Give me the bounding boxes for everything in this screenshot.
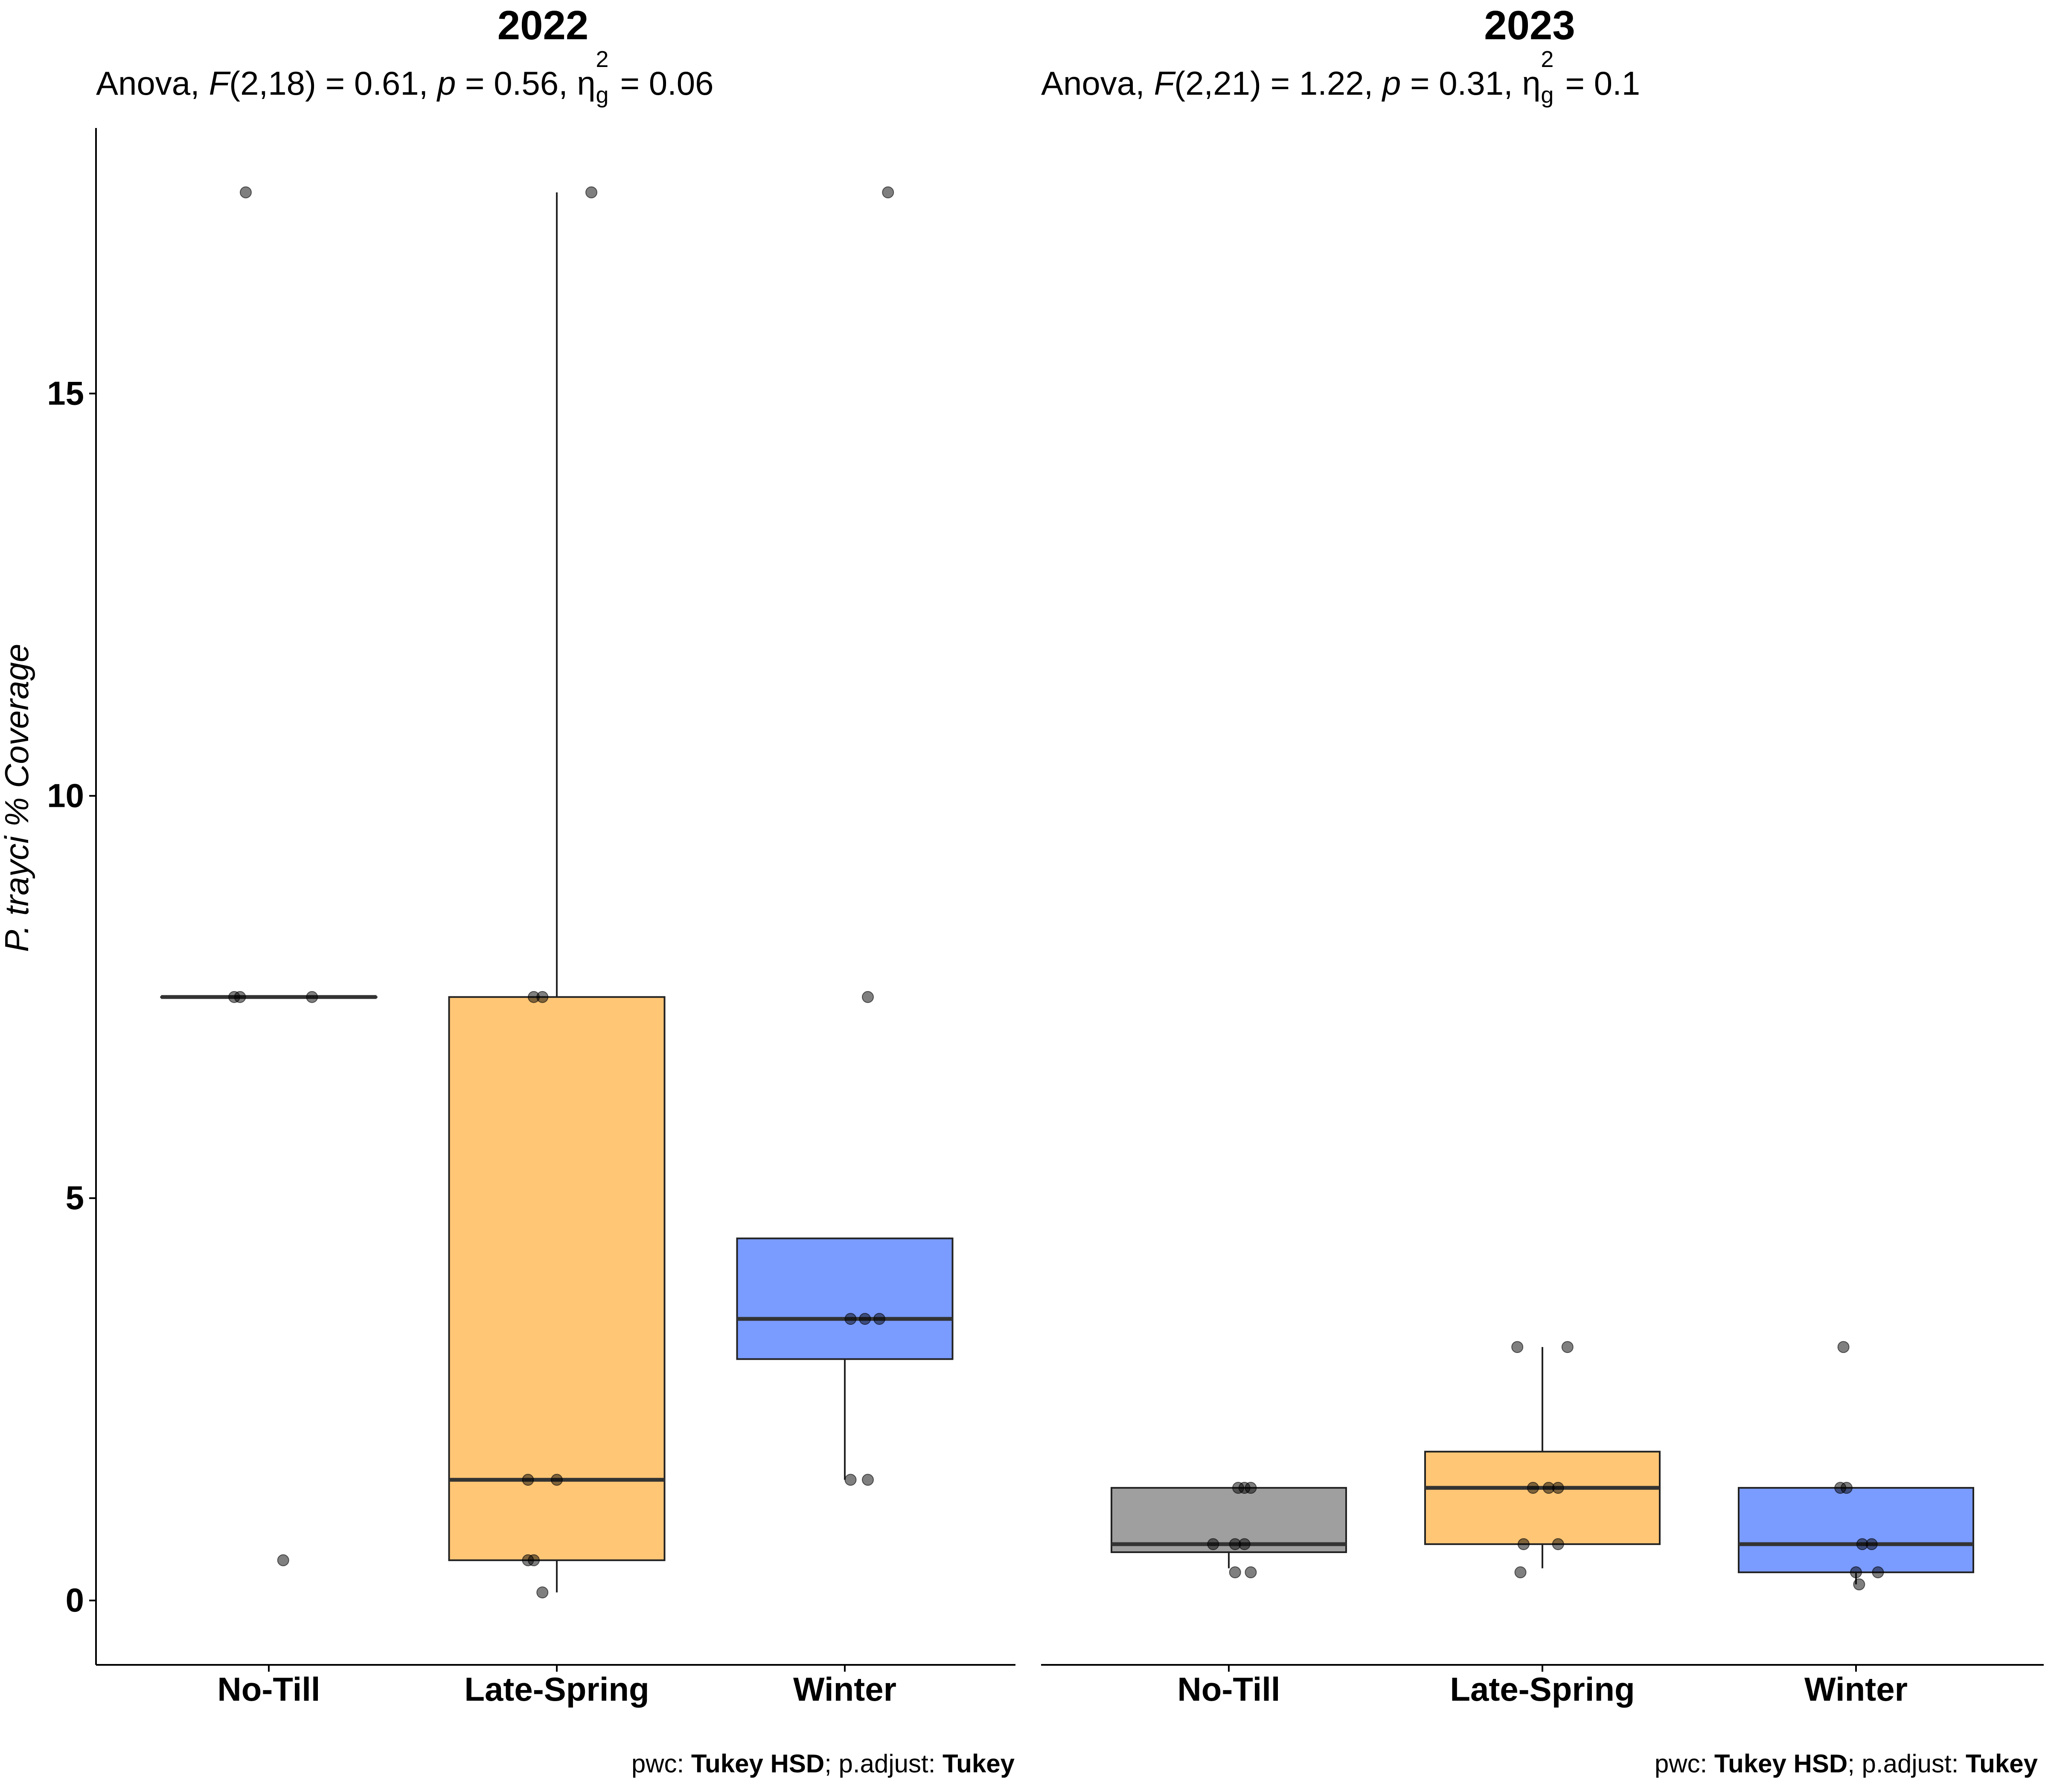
adjust-method: Tukey xyxy=(1966,1749,2038,1778)
y-tick-label: 5 xyxy=(66,1179,84,1216)
data-point xyxy=(522,1554,534,1566)
box-late-spring xyxy=(448,186,666,1599)
anova-label: Anova, xyxy=(96,64,209,102)
panel-title: 2022 xyxy=(497,3,589,48)
panel-2023-caption: pwc: Tukey HSD; p.adjust: Tukey xyxy=(1655,1751,2038,1777)
f-value: = 1.22, xyxy=(1261,64,1382,102)
data-point xyxy=(1229,1566,1241,1579)
box-iqr xyxy=(1738,1487,1974,1574)
adjust-label: ; p.adjust: xyxy=(1847,1749,1966,1778)
adjust-label: ; p.adjust: xyxy=(824,1749,943,1778)
box-winter xyxy=(1738,1341,1974,1591)
data-point xyxy=(1207,1538,1219,1551)
panel-title: 2023 xyxy=(1484,3,1575,48)
f-df: (2,18) xyxy=(229,64,316,102)
p-value: = 0.56, xyxy=(456,64,577,102)
data-point xyxy=(873,1313,885,1325)
data-point xyxy=(277,1554,289,1566)
box-iqr xyxy=(448,996,666,1561)
y-tick-label: 10 xyxy=(47,777,84,814)
data-point xyxy=(1245,1482,1257,1494)
box-iqr xyxy=(1424,1451,1661,1545)
data-point xyxy=(862,1474,874,1486)
box-iqr xyxy=(1111,1487,1347,1553)
eta-superscript: 2 xyxy=(1541,47,1554,72)
anova-label: Anova, xyxy=(1041,64,1154,102)
pwc-label: pwc: xyxy=(631,1749,691,1778)
p-value: = 0.31, xyxy=(1401,64,1522,102)
data-point xyxy=(1561,1341,1574,1353)
panel-2022-caption: pwc: Tukey HSD; p.adjust: Tukey xyxy=(631,1751,1015,1777)
data-point xyxy=(585,186,597,198)
f-symbol: F xyxy=(1154,64,1175,102)
box-no-till xyxy=(1111,1482,1347,1579)
box-late-spring xyxy=(1424,1341,1661,1579)
data-point xyxy=(1511,1341,1524,1353)
data-point xyxy=(1245,1566,1257,1579)
eta-subscript: g xyxy=(596,82,609,108)
x-tick-label: No-Till xyxy=(1177,1670,1280,1708)
f-df: (2,21) xyxy=(1174,64,1261,102)
f-symbol: F xyxy=(209,64,230,102)
pwc-method: Tukey HSD xyxy=(1714,1749,1848,1778)
data-point xyxy=(1552,1482,1564,1494)
x-tick-label: Winter xyxy=(793,1670,896,1708)
x-tick-label: Late-Spring xyxy=(464,1670,649,1708)
data-point xyxy=(1837,1341,1850,1353)
data-point xyxy=(1865,1538,1878,1551)
data-point xyxy=(536,1586,549,1599)
pwc-method: Tukey HSD xyxy=(691,1749,825,1778)
eta-value: = 0.06 xyxy=(611,64,714,102)
data-point xyxy=(844,1474,857,1486)
data-point xyxy=(862,991,874,1003)
data-point xyxy=(1527,1482,1539,1494)
data-point xyxy=(1850,1566,1862,1579)
data-point xyxy=(1840,1482,1853,1494)
panel-2023: 2023 No-Till Late-Spring Winter xyxy=(1041,3,2044,1708)
data-point xyxy=(240,186,252,198)
f-value: = 0.61, xyxy=(316,64,437,102)
data-point xyxy=(1552,1538,1564,1551)
y-tick-label: 15 xyxy=(47,374,84,412)
box-no-till xyxy=(160,186,378,1566)
y-axis: 0 5 10 15 xyxy=(47,128,97,1665)
data-point xyxy=(1517,1538,1530,1551)
data-point xyxy=(859,1313,871,1325)
eta-glyph: η xyxy=(577,64,596,102)
data-point xyxy=(1872,1566,1884,1579)
data-point xyxy=(882,186,894,198)
eta-subscript: g xyxy=(1541,82,1554,108)
data-point xyxy=(1853,1578,1865,1591)
x-tick-label: Winter xyxy=(1804,1670,1908,1708)
data-point xyxy=(306,991,318,1003)
data-point xyxy=(551,1474,563,1486)
x-tick-label: No-Till xyxy=(217,1670,320,1708)
x-tick-label: Late-Spring xyxy=(1450,1670,1635,1708)
y-axis-label: P. trayci % Coverage xyxy=(0,644,35,952)
adjust-method: Tukey xyxy=(943,1749,1015,1778)
box-winter xyxy=(736,186,954,1486)
eta-superscript: 2 xyxy=(596,47,609,72)
y-tick-label: 0 xyxy=(66,1581,84,1619)
data-point xyxy=(844,1313,857,1325)
data-point xyxy=(1514,1566,1527,1579)
data-point xyxy=(522,1474,534,1486)
data-point xyxy=(528,991,540,1003)
p-symbol: p xyxy=(1382,64,1401,102)
box-iqr xyxy=(736,1237,954,1360)
data-point xyxy=(234,991,246,1003)
p-symbol: p xyxy=(437,64,456,102)
data-point xyxy=(1238,1538,1251,1551)
pwc-label: pwc: xyxy=(1654,1749,1714,1778)
eta-glyph: η xyxy=(1522,64,1541,102)
panel-2022: 2022 No-Till Late-Spring Winter xyxy=(96,3,1015,1708)
eta-value: = 0.1 xyxy=(1556,64,1641,102)
